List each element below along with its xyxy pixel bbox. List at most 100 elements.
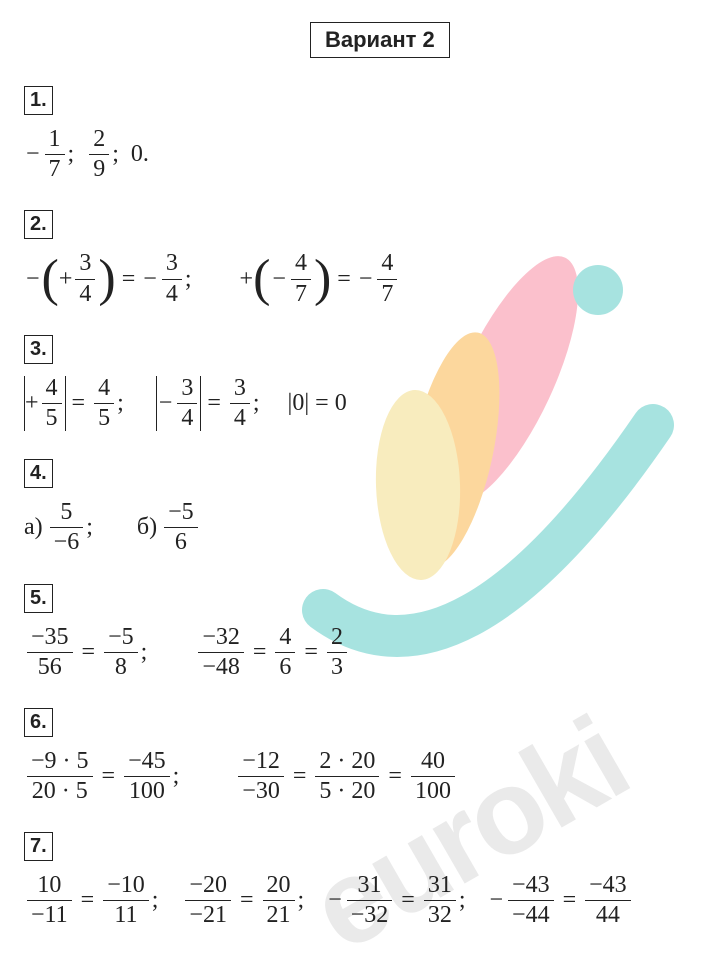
fraction-numerator: −10 [103, 873, 149, 898]
math-text: ; [117, 390, 124, 417]
fraction-bar [94, 403, 114, 404]
equation-line: а)5−6;б)−56 [24, 500, 684, 555]
fraction: 34 [75, 251, 95, 306]
fraction-bar [230, 403, 250, 404]
problem-number: 7. [24, 832, 53, 861]
equals-sign: = [240, 887, 254, 914]
fraction-denominator: 5 [94, 406, 114, 431]
equals-sign: = [82, 639, 96, 666]
fraction-bar [27, 652, 73, 653]
fraction-numerator: 4 [42, 376, 62, 401]
equals-sign: = [293, 763, 307, 790]
fraction-denominator: 5 [42, 406, 62, 431]
math-text: ; [173, 763, 180, 790]
fraction: 29 [89, 127, 109, 182]
fraction-numerator: −35 [27, 625, 73, 650]
problem: 3.+45=45;−34=34;|0|=0 [24, 335, 684, 431]
problem: 2.−(+34)=−34;+(−47)=−47 [24, 210, 684, 306]
fraction: 23 [327, 625, 347, 680]
equals-sign: = [72, 390, 86, 417]
fraction-numerator: 31 [354, 873, 386, 898]
math-text: ; [141, 639, 148, 666]
left-paren: ( [253, 253, 270, 305]
equation-line: 10−11=−1011;−20−21=2021;−31−32=3132;−−43… [24, 873, 684, 928]
math-text: ; [253, 390, 260, 417]
fraction-numerator: −9 · 5 [27, 749, 93, 774]
minus-sign: − [159, 390, 173, 417]
problem: 4.а)5−6;б)−56 [24, 459, 684, 555]
fraction-bar [327, 652, 347, 653]
fraction-denominator: 100 [125, 779, 169, 804]
minus-sign: − [490, 887, 504, 914]
fraction-bar [45, 154, 65, 155]
fraction-numerator: −45 [124, 749, 170, 774]
fraction-denominator: 44 [592, 903, 624, 928]
fraction-numerator: 4 [291, 251, 311, 276]
fraction: −45100 [124, 749, 170, 804]
problem-number: 1. [24, 86, 53, 115]
equals-sign: = [253, 639, 267, 666]
equation-line: −3556=−58;−32−48=46=23 [24, 625, 684, 680]
fraction-bar [124, 776, 170, 777]
equals-sign: = [122, 266, 136, 293]
fraction-numerator: 3 [230, 376, 250, 401]
fraction-numerator: −32 [198, 625, 244, 650]
problem: 6.−9 · 520 · 5=−45100;−12−30=2 · 205 · 2… [24, 708, 684, 804]
fraction-numerator: −5 [104, 625, 138, 650]
variant-title: Вариант 2 [310, 22, 450, 58]
math-text: + [59, 266, 73, 293]
fraction-denominator: 6 [275, 655, 295, 680]
fraction: −4344 [585, 873, 631, 928]
math-text: ; [68, 141, 75, 168]
fraction-denominator: 7 [291, 282, 311, 307]
fraction-denominator: 32 [424, 903, 456, 928]
fraction-denominator: −32 [347, 903, 393, 928]
fraction-denominator: 8 [111, 655, 131, 680]
abs-bar-right [200, 376, 201, 431]
math-text: ; [86, 514, 93, 541]
fraction-denominator: 21 [263, 903, 295, 928]
fraction: −32−48 [198, 625, 244, 680]
fraction-numerator: −12 [238, 749, 284, 774]
equals-sign: = [207, 390, 221, 417]
fraction: −9 · 520 · 5 [27, 749, 93, 804]
fraction-numerator: −43 [508, 873, 554, 898]
fraction: 45 [42, 376, 62, 431]
fraction-numerator: 20 [263, 873, 295, 898]
fraction-numerator: 4 [275, 625, 295, 650]
fraction-bar [291, 279, 311, 280]
problem-number: 2. [24, 210, 53, 239]
minus-sign: − [26, 266, 40, 293]
fraction-bar [585, 900, 631, 901]
fraction-bar [27, 900, 72, 901]
fraction-numerator: 3 [75, 251, 95, 276]
minus-sign: − [359, 266, 373, 293]
fraction-bar [411, 776, 455, 777]
fraction: −58 [104, 625, 138, 680]
left-paren: ( [42, 253, 59, 305]
fraction-bar [424, 900, 456, 901]
fraction-numerator: 2 · 20 [315, 749, 379, 774]
fraction-bar [89, 154, 109, 155]
fraction-bar [104, 652, 138, 653]
problem-number: 5. [24, 584, 53, 613]
fraction-bar [164, 527, 198, 528]
fraction-numerator: 3 [177, 376, 197, 401]
fraction-numerator: 10 [33, 873, 65, 898]
math-text: ; [459, 887, 466, 914]
minus-sign: − [328, 887, 342, 914]
problem-number: 6. [24, 708, 53, 737]
fraction: 2021 [263, 873, 295, 928]
fraction: 34 [177, 376, 197, 431]
fraction-bar [75, 279, 95, 280]
fraction: 2 · 205 · 20 [315, 749, 379, 804]
right-paren: ) [98, 253, 115, 305]
fraction-denominator: 4 [162, 282, 182, 307]
math-text: |0| [288, 390, 310, 417]
fraction-denominator: −21 [185, 903, 231, 928]
fraction-bar [508, 900, 554, 901]
problem: 7.10−11=−1011;−20−21=2021;−31−32=3132;−−… [24, 832, 684, 928]
fraction-denominator: 4 [230, 406, 250, 431]
fraction-bar [315, 776, 379, 777]
fraction-denominator: 7 [377, 282, 397, 307]
